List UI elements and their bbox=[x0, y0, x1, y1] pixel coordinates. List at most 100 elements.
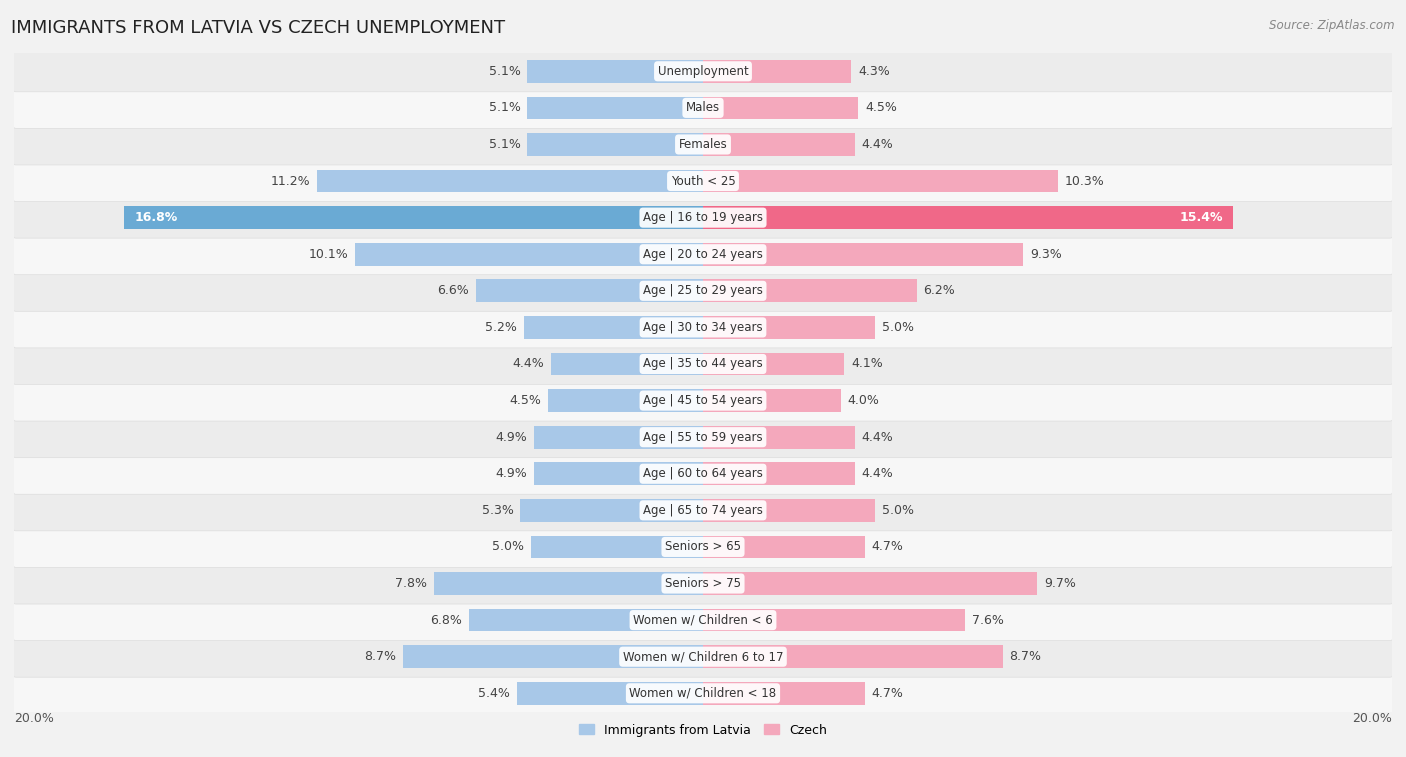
Text: 4.3%: 4.3% bbox=[858, 65, 890, 78]
Bar bbox=[356, 243, 703, 266]
Text: Women w/ Children < 6: Women w/ Children < 6 bbox=[633, 614, 773, 627]
Bar bbox=[531, 536, 703, 558]
FancyBboxPatch shape bbox=[13, 416, 1393, 458]
Text: 16.8%: 16.8% bbox=[135, 211, 179, 224]
Text: 5.0%: 5.0% bbox=[882, 321, 914, 334]
Bar bbox=[404, 646, 703, 668]
Text: Age | 25 to 29 years: Age | 25 to 29 years bbox=[643, 285, 763, 298]
FancyBboxPatch shape bbox=[13, 453, 1393, 494]
Text: 4.4%: 4.4% bbox=[862, 138, 893, 151]
FancyBboxPatch shape bbox=[13, 600, 1393, 640]
Bar bbox=[703, 170, 1057, 192]
Text: 4.1%: 4.1% bbox=[851, 357, 883, 370]
FancyBboxPatch shape bbox=[13, 563, 1393, 604]
Text: Unemployment: Unemployment bbox=[658, 65, 748, 78]
Text: 20.0%: 20.0% bbox=[1353, 712, 1392, 725]
Legend: Immigrants from Latvia, Czech: Immigrants from Latvia, Czech bbox=[575, 718, 831, 742]
Text: Age | 60 to 64 years: Age | 60 to 64 years bbox=[643, 467, 763, 480]
Text: Age | 35 to 44 years: Age | 35 to 44 years bbox=[643, 357, 763, 370]
Text: 7.6%: 7.6% bbox=[972, 614, 1004, 627]
Text: 6.8%: 6.8% bbox=[430, 614, 461, 627]
Bar bbox=[703, 316, 875, 338]
FancyBboxPatch shape bbox=[13, 344, 1393, 385]
Text: 5.1%: 5.1% bbox=[488, 138, 520, 151]
Text: Age | 45 to 54 years: Age | 45 to 54 years bbox=[643, 394, 763, 407]
Text: 4.5%: 4.5% bbox=[865, 101, 897, 114]
FancyBboxPatch shape bbox=[13, 51, 1393, 92]
FancyBboxPatch shape bbox=[13, 380, 1393, 421]
Text: 15.4%: 15.4% bbox=[1180, 211, 1223, 224]
Text: 6.2%: 6.2% bbox=[924, 285, 955, 298]
FancyBboxPatch shape bbox=[13, 234, 1393, 275]
Text: Age | 65 to 74 years: Age | 65 to 74 years bbox=[643, 504, 763, 517]
Text: 5.4%: 5.4% bbox=[478, 687, 510, 699]
Bar bbox=[318, 170, 703, 192]
Text: 4.0%: 4.0% bbox=[848, 394, 880, 407]
Bar bbox=[468, 609, 703, 631]
Text: Age | 16 to 19 years: Age | 16 to 19 years bbox=[643, 211, 763, 224]
Bar bbox=[520, 499, 703, 522]
Bar bbox=[527, 60, 703, 83]
FancyBboxPatch shape bbox=[13, 160, 1393, 201]
Bar bbox=[534, 463, 703, 485]
Bar bbox=[703, 207, 1233, 229]
Bar bbox=[548, 389, 703, 412]
Bar bbox=[517, 682, 703, 705]
Text: 4.9%: 4.9% bbox=[495, 431, 527, 444]
Bar bbox=[703, 426, 855, 448]
Text: 4.4%: 4.4% bbox=[513, 357, 544, 370]
Text: 7.8%: 7.8% bbox=[395, 577, 427, 590]
FancyBboxPatch shape bbox=[13, 526, 1393, 568]
Text: 4.5%: 4.5% bbox=[509, 394, 541, 407]
Text: 9.3%: 9.3% bbox=[1031, 248, 1062, 260]
Text: 4.7%: 4.7% bbox=[872, 540, 904, 553]
FancyBboxPatch shape bbox=[13, 197, 1393, 238]
FancyBboxPatch shape bbox=[13, 87, 1393, 129]
Text: 4.4%: 4.4% bbox=[862, 467, 893, 480]
FancyBboxPatch shape bbox=[13, 270, 1393, 311]
Bar bbox=[527, 97, 703, 119]
Bar bbox=[703, 353, 844, 375]
Bar bbox=[551, 353, 703, 375]
Text: Women w/ Children 6 to 17: Women w/ Children 6 to 17 bbox=[623, 650, 783, 663]
Text: 5.3%: 5.3% bbox=[482, 504, 513, 517]
Bar bbox=[703, 682, 865, 705]
Text: 5.1%: 5.1% bbox=[488, 101, 520, 114]
Bar bbox=[703, 536, 865, 558]
Bar bbox=[703, 646, 1002, 668]
Text: 5.2%: 5.2% bbox=[485, 321, 517, 334]
Text: Source: ZipAtlas.com: Source: ZipAtlas.com bbox=[1270, 19, 1395, 32]
Bar bbox=[703, 463, 855, 485]
Bar bbox=[703, 133, 855, 156]
Bar bbox=[703, 609, 965, 631]
Bar bbox=[524, 316, 703, 338]
Text: 4.9%: 4.9% bbox=[495, 467, 527, 480]
Bar bbox=[703, 279, 917, 302]
Text: 4.4%: 4.4% bbox=[862, 431, 893, 444]
Bar bbox=[703, 243, 1024, 266]
Text: 5.0%: 5.0% bbox=[492, 540, 524, 553]
Text: Females: Females bbox=[679, 138, 727, 151]
Text: 6.6%: 6.6% bbox=[437, 285, 468, 298]
FancyBboxPatch shape bbox=[13, 673, 1393, 714]
Text: 11.2%: 11.2% bbox=[271, 175, 311, 188]
Bar bbox=[703, 572, 1038, 595]
Text: 5.1%: 5.1% bbox=[488, 65, 520, 78]
Text: Seniors > 65: Seniors > 65 bbox=[665, 540, 741, 553]
FancyBboxPatch shape bbox=[13, 490, 1393, 531]
Text: 8.7%: 8.7% bbox=[1010, 650, 1042, 663]
Text: IMMIGRANTS FROM LATVIA VS CZECH UNEMPLOYMENT: IMMIGRANTS FROM LATVIA VS CZECH UNEMPLOY… bbox=[11, 19, 505, 37]
Bar bbox=[434, 572, 703, 595]
Text: Age | 55 to 59 years: Age | 55 to 59 years bbox=[643, 431, 763, 444]
Text: Age | 20 to 24 years: Age | 20 to 24 years bbox=[643, 248, 763, 260]
Bar bbox=[703, 60, 851, 83]
Text: Women w/ Children < 18: Women w/ Children < 18 bbox=[630, 687, 776, 699]
Text: 10.1%: 10.1% bbox=[308, 248, 349, 260]
Bar bbox=[703, 499, 875, 522]
Bar bbox=[475, 279, 703, 302]
Bar bbox=[527, 133, 703, 156]
FancyBboxPatch shape bbox=[13, 636, 1393, 678]
Text: 9.7%: 9.7% bbox=[1045, 577, 1076, 590]
Text: 5.0%: 5.0% bbox=[882, 504, 914, 517]
FancyBboxPatch shape bbox=[13, 124, 1393, 165]
